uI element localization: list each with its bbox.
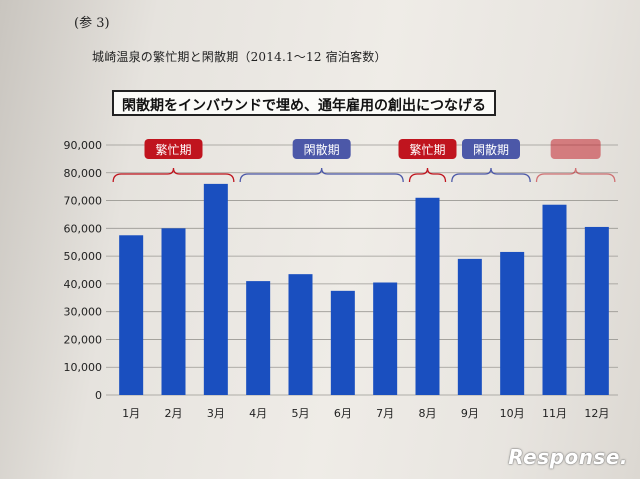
x-tick-label: 12月 [584,407,609,420]
bar [415,197,440,395]
x-tick-label: 3月 [207,407,225,420]
bar [500,251,525,395]
period-label: 閑散期 [304,142,340,157]
bar [161,228,186,395]
y-tick-label: 0 [95,389,102,402]
chart-subtitle: 城崎温泉の繁忙期と閑散期（2014.1～12 宿泊客数） [92,50,387,64]
period-label-box [292,139,351,159]
y-tick-label: 90,000 [64,139,103,152]
bar [119,235,144,395]
y-tick-label: 70,000 [64,195,103,208]
y-tick-label: 30,000 [64,306,103,319]
period-label: 閑散期 [473,142,509,157]
x-tick-label: 2月 [165,407,183,420]
bar [373,282,398,395]
bar [542,204,567,395]
period-label: 繁忙期 [155,142,191,157]
y-tick-label: 20,000 [64,333,103,346]
bar [203,183,228,395]
bar [584,226,609,395]
period-brace [408,167,447,183]
bar [457,258,482,395]
period-label-box [462,139,520,159]
period-brace [451,167,531,183]
y-tick-label: 50,000 [64,250,103,263]
period-brace [112,167,235,183]
message-banner: 閑散期をインバウンドで埋め、通年雇用の創出につなげる [112,90,496,116]
x-tick-label: 5月 [292,407,310,420]
y-tick-label: 60,000 [64,222,103,235]
x-tick-label: 9月 [461,407,479,420]
x-tick-label: 11月 [542,407,567,420]
period-brace [535,167,616,183]
x-tick-label: 10月 [500,407,525,420]
bar [330,290,355,395]
y-tick-label: 80,000 [64,167,103,180]
period-label-box [144,139,203,159]
x-tick-label: 6月 [334,407,352,420]
period-brace [239,167,404,183]
period-label-box [398,139,457,159]
x-tick-label: 4月 [249,407,267,420]
reference-label: (参 3) [74,16,110,31]
x-tick-label: 8月 [419,407,437,420]
bar [288,274,313,395]
period-label-box [550,139,601,159]
bar [246,281,271,395]
period-label: 繁忙期 [409,142,445,157]
x-tick-label: 1月 [122,407,140,420]
y-tick-label: 10,000 [64,361,103,374]
watermark-logo: Response. [508,445,628,469]
x-tick-label: 7月 [376,407,394,420]
y-tick-label: 40,000 [64,278,103,291]
